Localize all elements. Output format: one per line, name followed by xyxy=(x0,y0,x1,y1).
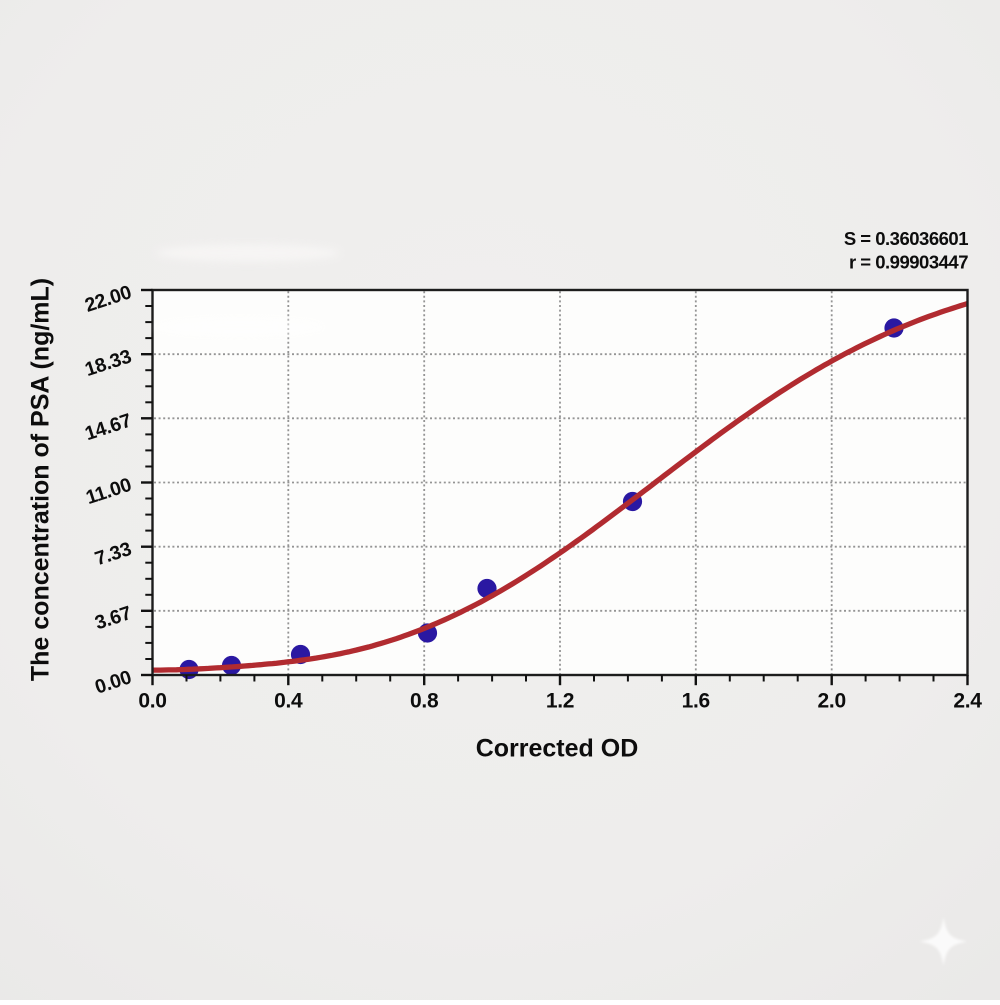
svg-text:S = 0.36036601: S = 0.36036601 xyxy=(844,228,968,249)
svg-text:2.4: 2.4 xyxy=(953,690,982,713)
svg-text:1.6: 1.6 xyxy=(682,690,710,713)
svg-text:1.2: 1.2 xyxy=(546,690,574,713)
svg-text:0.0: 0.0 xyxy=(138,690,166,713)
svg-text:Corrected OD: Corrected OD xyxy=(476,735,639,763)
svg-text:0.4: 0.4 xyxy=(274,690,303,713)
svg-text:r = 0.99903447: r = 0.99903447 xyxy=(849,252,968,273)
svg-text:2.0: 2.0 xyxy=(818,690,846,713)
svg-text:The concentration of PSA (ng/m: The concentration of PSA (ng/mL) xyxy=(27,278,55,681)
svg-text:0.8: 0.8 xyxy=(410,690,439,713)
